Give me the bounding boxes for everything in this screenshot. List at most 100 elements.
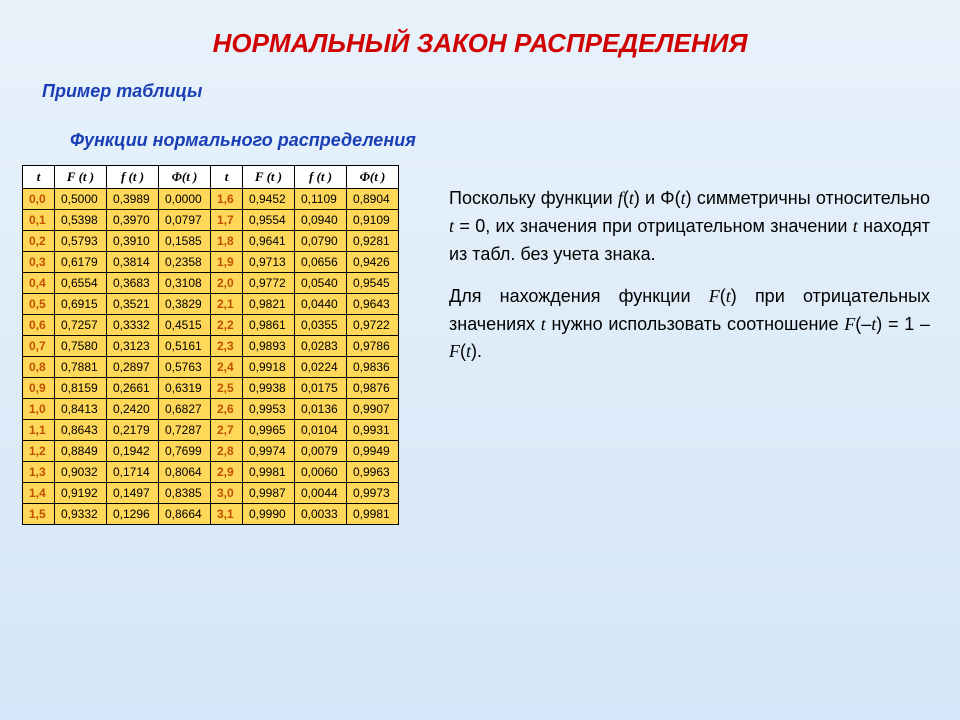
value-cell: 0,3970	[107, 210, 159, 231]
t-cell: 0,0	[23, 189, 55, 210]
value-cell: 0,6319	[159, 378, 211, 399]
value-cell: 0,0033	[295, 504, 347, 525]
value-cell: 0,8064	[159, 462, 211, 483]
value-cell: 0,9861	[243, 315, 295, 336]
p1-pre: Поскольку функции	[449, 188, 618, 208]
p1-m4: = 0, их значения при отрицательном значе…	[454, 216, 853, 236]
table-row: 1,50,93320,12960,86643,10,99900,00330,99…	[23, 504, 399, 525]
value-cell: 0,4515	[159, 315, 211, 336]
value-cell: 0,9876	[347, 378, 399, 399]
value-cell: 0,2420	[107, 399, 159, 420]
value-cell: 0,5793	[55, 231, 107, 252]
table-row: 0,70,75800,31230,51612,30,98930,02830,97…	[23, 336, 399, 357]
value-cell: 0,9821	[243, 294, 295, 315]
th-7: Φ(t )	[347, 166, 399, 189]
p2-F2: F	[844, 314, 855, 334]
table-row: 0,00,50000,39890,00001,60,94520,11090,89…	[23, 189, 399, 210]
p2-m5: ) = 1 –	[876, 314, 930, 334]
value-cell: 0,0440	[295, 294, 347, 315]
value-cell: 0,9713	[243, 252, 295, 273]
value-cell: 0,0044	[295, 483, 347, 504]
t-cell: 0,8	[23, 357, 55, 378]
side-text: Поскольку функции f(t) и Φ(t) симметричн…	[449, 165, 960, 525]
table-row: 0,40,65540,36830,31082,00,97720,05400,95…	[23, 273, 399, 294]
t-cell: 1,7	[211, 210, 243, 231]
th-5: F (t )	[243, 166, 295, 189]
value-cell: 0,9332	[55, 504, 107, 525]
value-cell: 0,3521	[107, 294, 159, 315]
value-cell: 0,9965	[243, 420, 295, 441]
value-cell: 0,0283	[295, 336, 347, 357]
value-cell: 0,7699	[159, 441, 211, 462]
table-row: 0,50,69150,35210,38292,10,98210,04400,96…	[23, 294, 399, 315]
value-cell: 0,0790	[295, 231, 347, 252]
table-row: 1,40,91920,14970,83853,00,99870,00440,99…	[23, 483, 399, 504]
value-cell: 0,8849	[55, 441, 107, 462]
value-cell: 0,9772	[243, 273, 295, 294]
t-cell: 2,7	[211, 420, 243, 441]
t-cell: 1,4	[23, 483, 55, 504]
value-cell: 0,3910	[107, 231, 159, 252]
table-row: 0,30,61790,38140,23581,90,97130,06560,94…	[23, 252, 399, 273]
t-cell: 1,1	[23, 420, 55, 441]
t-cell: 0,2	[23, 231, 55, 252]
value-cell: 0,0136	[295, 399, 347, 420]
value-cell: 0,3814	[107, 252, 159, 273]
t-cell: 2,4	[211, 357, 243, 378]
value-cell: 0,0224	[295, 357, 347, 378]
table-row: 0,10,53980,39700,07971,70,95540,09400,91…	[23, 210, 399, 231]
t-cell: 2,1	[211, 294, 243, 315]
value-cell: 0,9907	[347, 399, 399, 420]
t-cell: 2,2	[211, 315, 243, 336]
t-cell: 2,6	[211, 399, 243, 420]
table-row: 0,90,81590,26610,63192,50,99380,01750,98…	[23, 378, 399, 399]
value-cell: 0,9949	[347, 441, 399, 462]
t-cell: 0,7	[23, 336, 55, 357]
value-cell: 0,9893	[243, 336, 295, 357]
value-cell: 0,6915	[55, 294, 107, 315]
value-cell: 0,2179	[107, 420, 159, 441]
th-6: f (t )	[295, 166, 347, 189]
value-cell: 0,9963	[347, 462, 399, 483]
value-cell: 0,1714	[107, 462, 159, 483]
value-cell: 0,5763	[159, 357, 211, 378]
value-cell: 0,0656	[295, 252, 347, 273]
value-cell: 0,9836	[347, 357, 399, 378]
value-cell: 0,0079	[295, 441, 347, 462]
sub-title: Пример таблицы	[42, 81, 960, 102]
value-cell: 0,9545	[347, 273, 399, 294]
paragraph-1: Поскольку функции f(t) и Φ(t) симметричн…	[449, 185, 930, 269]
value-cell: 0,7257	[55, 315, 107, 336]
value-cell: 0,5000	[55, 189, 107, 210]
value-cell: 0,6179	[55, 252, 107, 273]
value-cell: 0,9953	[243, 399, 295, 420]
t-cell: 2,8	[211, 441, 243, 462]
value-cell: 0,9452	[243, 189, 295, 210]
value-cell: 0,3332	[107, 315, 159, 336]
value-cell: 0,9109	[347, 210, 399, 231]
th-3: Φ(t )	[159, 166, 211, 189]
table-row: 1,10,86430,21790,72872,70,99650,01040,99…	[23, 420, 399, 441]
t-cell: 2,9	[211, 462, 243, 483]
value-cell: 0,9973	[347, 483, 399, 504]
value-cell: 0,1497	[107, 483, 159, 504]
table-row: 1,00,84130,24200,68272,60,99530,01360,99…	[23, 399, 399, 420]
value-cell: 0,9192	[55, 483, 107, 504]
value-cell: 0,9987	[243, 483, 295, 504]
value-cell: 0,0797	[159, 210, 211, 231]
p2-m3: нужно использовать соотношение	[546, 314, 845, 334]
value-cell: 0,9974	[243, 441, 295, 462]
t-cell: 0,6	[23, 315, 55, 336]
p2-pre: Для нахождения функции	[449, 286, 709, 306]
t-cell: 1,5	[23, 504, 55, 525]
value-cell: 0,0175	[295, 378, 347, 399]
value-cell: 0,9426	[347, 252, 399, 273]
value-cell: 0,2661	[107, 378, 159, 399]
value-cell: 0,0000	[159, 189, 211, 210]
main-title: НОРМАЛЬНЫЙ ЗАКОН РАСПРЕДЕЛЕНИЯ	[0, 0, 960, 59]
value-cell: 0,8664	[159, 504, 211, 525]
table-row: 1,30,90320,17140,80642,90,99810,00600,99…	[23, 462, 399, 483]
value-cell: 0,1585	[159, 231, 211, 252]
value-cell: 0,0355	[295, 315, 347, 336]
value-cell: 0,1296	[107, 504, 159, 525]
